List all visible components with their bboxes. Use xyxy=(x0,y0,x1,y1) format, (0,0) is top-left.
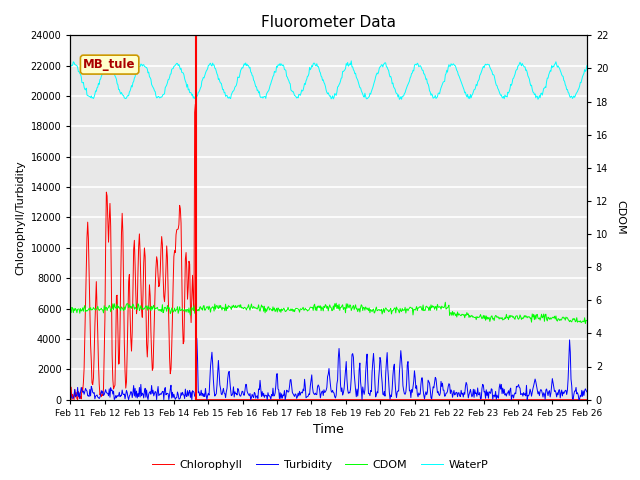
X-axis label: Time: Time xyxy=(313,423,344,436)
Turbidity xyxy=(76,396,84,401)
CDOM xyxy=(182,307,189,312)
Turbidity xyxy=(583,389,591,395)
WaterP xyxy=(129,80,137,85)
Y-axis label: Chlorophyll/Turbidity: Chlorophyll/Turbidity xyxy=(15,160,25,275)
Chlorophyll xyxy=(182,256,189,262)
Y-axis label: CDOM: CDOM xyxy=(615,200,625,235)
CDOM xyxy=(406,304,414,310)
Chlorophyll xyxy=(408,397,415,403)
Chlorophyll xyxy=(67,397,74,403)
Turbidity xyxy=(193,336,201,341)
Line: WaterP: WaterP xyxy=(70,61,587,99)
WaterP xyxy=(392,89,399,95)
WaterP xyxy=(76,71,84,76)
Turbidity xyxy=(67,389,74,395)
Chlorophyll xyxy=(129,288,137,294)
Turbidity xyxy=(130,383,138,388)
Chlorophyll xyxy=(211,397,218,403)
Chlorophyll xyxy=(393,397,401,403)
Text: MB_tule: MB_tule xyxy=(83,58,136,71)
WaterP xyxy=(534,96,542,102)
CDOM xyxy=(76,311,84,316)
Line: Chlorophyll: Chlorophyll xyxy=(70,104,587,400)
WaterP xyxy=(209,60,216,66)
WaterP xyxy=(583,63,591,69)
CDOM xyxy=(442,300,449,305)
Chlorophyll xyxy=(192,397,200,403)
Turbidity xyxy=(182,393,190,399)
WaterP xyxy=(348,58,355,64)
Line: Turbidity: Turbidity xyxy=(70,338,587,400)
CDOM xyxy=(129,301,137,307)
CDOM xyxy=(583,318,591,324)
Line: CDOM: CDOM xyxy=(70,302,587,324)
Turbidity xyxy=(393,395,401,400)
CDOM xyxy=(391,305,399,311)
WaterP xyxy=(67,64,74,70)
CDOM xyxy=(582,321,589,326)
CDOM xyxy=(209,304,216,310)
Turbidity xyxy=(125,397,132,403)
Title: Fluorometer Data: Fluorometer Data xyxy=(261,15,396,30)
Turbidity xyxy=(408,386,415,392)
Chlorophyll xyxy=(76,396,84,401)
Turbidity xyxy=(211,387,218,393)
Legend: Chlorophyll, Turbidity, CDOM, WaterP: Chlorophyll, Turbidity, CDOM, WaterP xyxy=(147,456,493,474)
WaterP xyxy=(407,73,415,79)
Chlorophyll xyxy=(191,101,199,107)
CDOM xyxy=(67,308,74,313)
WaterP xyxy=(182,78,189,84)
Chlorophyll xyxy=(583,397,591,403)
